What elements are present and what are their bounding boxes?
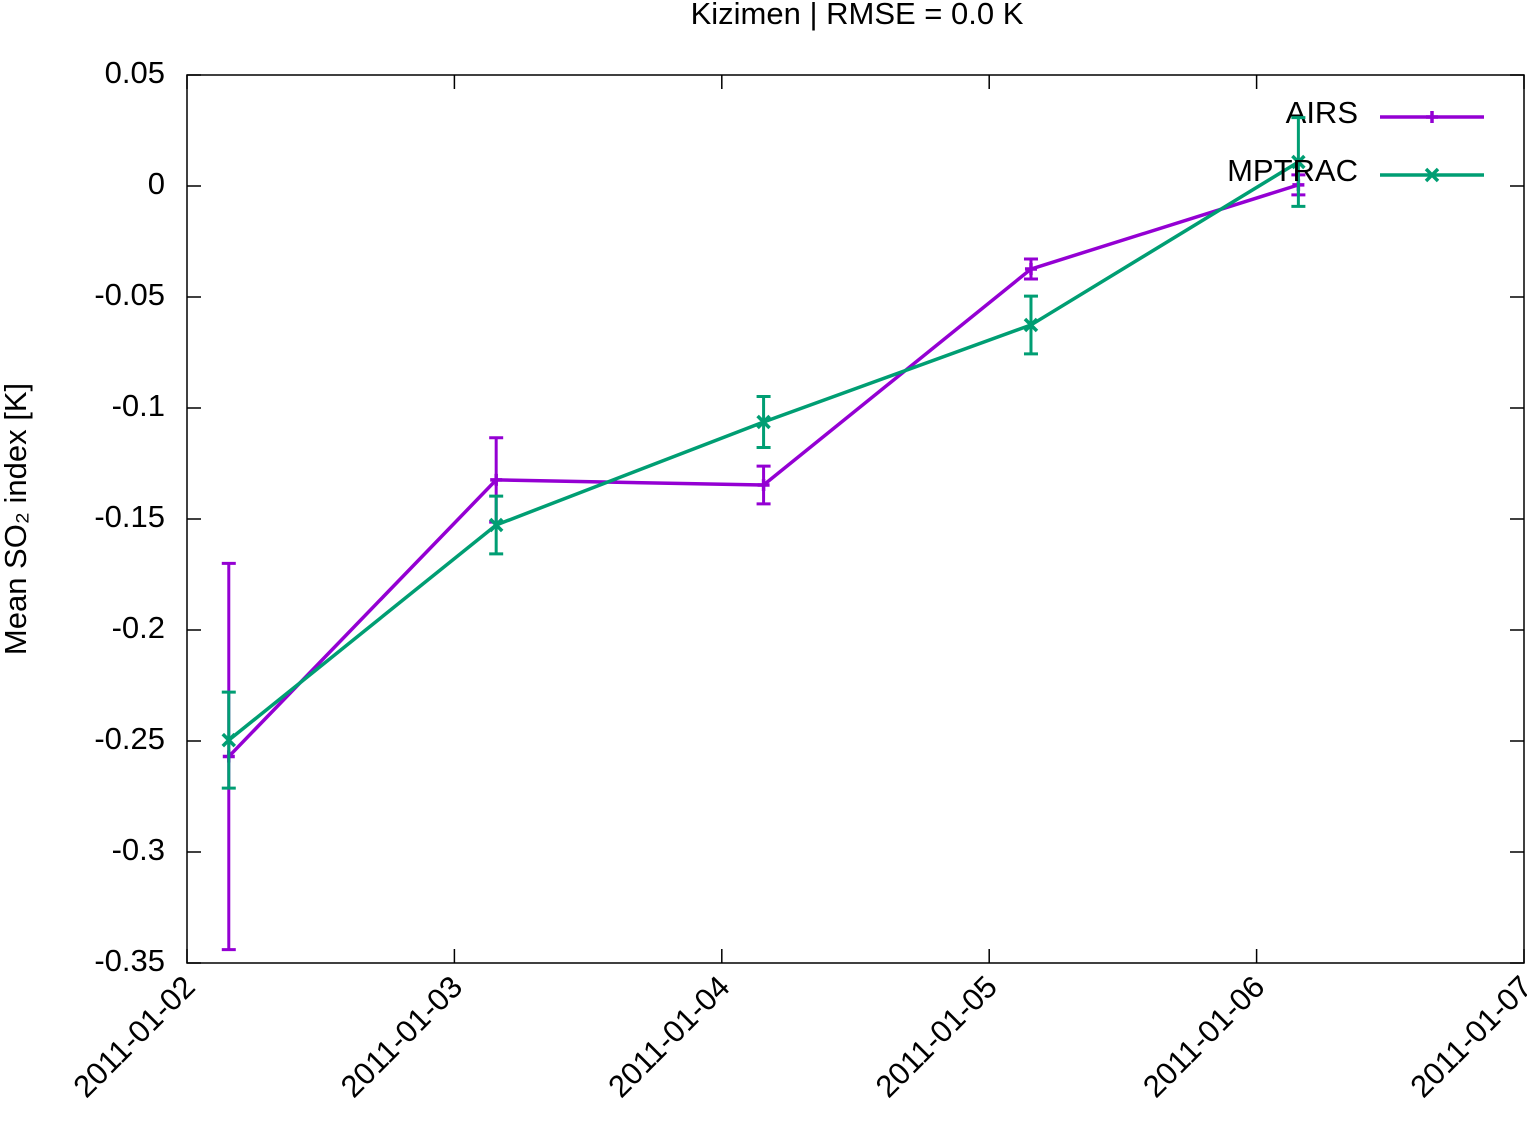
y-tick-label: 0.05 <box>105 55 165 90</box>
x-tick-label: 2011-01-07 <box>1403 969 1527 1104</box>
y-tick-label: -0.25 <box>94 721 165 756</box>
x-tick-label: 2011-01-05 <box>869 969 1004 1104</box>
x-tick-label: 2011-01-04 <box>601 969 736 1104</box>
legend-label: AIRS <box>1286 95 1358 130</box>
point-marker <box>757 479 770 492</box>
point-marker <box>756 414 771 430</box>
y-tick-label: -0.05 <box>94 277 165 312</box>
y-tick-label: -0.15 <box>94 499 165 534</box>
series-line <box>227 160 1300 742</box>
point-marker <box>1023 317 1039 333</box>
legend-marker <box>1426 111 1438 123</box>
y-tick-label: -0.2 <box>112 610 165 645</box>
y-axis-label: Mean SO₂ index [K] <box>0 383 33 655</box>
y-tick-label: 0 <box>148 166 165 201</box>
y-tick-label: -0.1 <box>112 388 165 423</box>
legend-label: MPTRAC <box>1227 153 1358 188</box>
point-marker <box>1024 263 1037 276</box>
plot-frame <box>186 74 1525 964</box>
chart-title: Kizimen | RMSE = 0.0 K <box>691 0 1024 31</box>
point-marker <box>1291 154 1306 170</box>
point-marker <box>221 732 237 748</box>
point-marker <box>490 473 503 486</box>
y-tick-label: -0.35 <box>94 943 165 978</box>
x-tick-label: 2011-01-03 <box>334 969 469 1104</box>
legend-marker <box>1424 167 1440 183</box>
point-marker <box>488 517 504 533</box>
y-tick-label: -0.3 <box>112 832 165 867</box>
x-tick-label: 2011-01-02 <box>66 969 201 1104</box>
x-tick-label: 2011-01-06 <box>1136 969 1271 1104</box>
